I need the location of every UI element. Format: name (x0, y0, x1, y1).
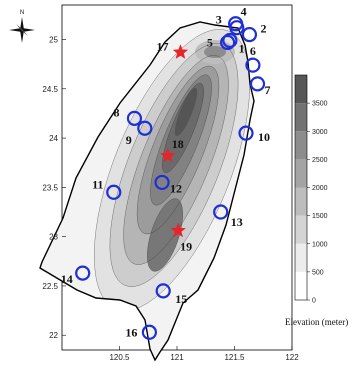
site-marker (228, 16, 244, 32)
x-tick-label: 120.5 (109, 353, 130, 362)
site-marker (154, 174, 170, 191)
colorbar-block (295, 75, 307, 104)
colorbar-tick-label: 3000 (312, 129, 328, 136)
site-label: 14 (61, 272, 73, 286)
colorbar-tick-label: 3500 (312, 101, 328, 108)
x-tick-label: 122 (285, 353, 299, 362)
elevation-colorbar: 0 500 1000 1500 2000 2500 3000 3500 Elevation (… (285, 74, 348, 327)
site-label: 4 (241, 5, 247, 19)
y-tick-label: 22.5 (42, 282, 58, 291)
star-marker (170, 222, 186, 238)
compass-rose-icon: N (9, 10, 35, 43)
star-marker (160, 147, 176, 163)
star-marker (172, 44, 189, 59)
colorbar-block (295, 243, 307, 272)
colorbar-block (295, 215, 307, 244)
colorbar-tick-label: 2500 (312, 157, 328, 164)
star-label: 19 (180, 240, 192, 254)
site-marker (213, 204, 229, 220)
coastline (39, 21, 255, 362)
site-marker (238, 125, 254, 141)
north-label: N (20, 10, 24, 16)
site-label: 16 (125, 325, 137, 339)
site-label: 8 (113, 105, 119, 119)
colorbar-tick-label: 1500 (312, 213, 328, 220)
site-label: 3 (216, 13, 222, 27)
y-tick-label: 24.5 (42, 85, 58, 94)
site-marker (155, 283, 171, 299)
site-marker (220, 34, 236, 51)
site-marker (75, 265, 91, 281)
colorbar-title: Elevation (meter) (285, 317, 348, 327)
star-label: 18 (172, 137, 184, 151)
colorbar-block (295, 131, 307, 160)
site-label: 9 (126, 133, 132, 147)
site-label: 10 (258, 130, 270, 144)
colorbar-tick-label: 0 (312, 298, 316, 305)
colorbar-tick-label: 1000 (312, 241, 328, 248)
colorbar-block (295, 103, 307, 132)
colorbar-tick-label: 2000 (312, 185, 328, 192)
site-label: 11 (92, 177, 103, 191)
site-marker (222, 32, 238, 49)
y-tick-label: 22 (49, 331, 58, 340)
colorbar-block (295, 159, 307, 188)
site-marker (137, 120, 153, 136)
y-tick-label: 23 (49, 233, 58, 242)
site-marker (126, 110, 143, 126)
site-marker (241, 26, 258, 43)
star-label: 17 (156, 39, 168, 53)
island-terrain (40, 22, 254, 360)
site-marker (245, 57, 261, 73)
y-tick-label: 25 (49, 36, 58, 45)
site-label: 15 (175, 292, 187, 306)
site-marker (106, 184, 122, 200)
colorbar-block (295, 271, 307, 300)
x-tick-label: 121.5 (224, 353, 245, 362)
site-marker (249, 76, 266, 92)
site-label: 2 (260, 22, 266, 36)
colorbar-block (295, 187, 307, 216)
site-label: 6 (250, 44, 256, 58)
site-label: 5 (207, 35, 213, 49)
site-marker (141, 324, 157, 340)
y-tick-label: 24 (49, 134, 58, 143)
x-tick-label: 121 (170, 353, 184, 362)
y-tick-label: 23.5 (42, 183, 58, 192)
site-label: 1 (239, 41, 245, 55)
colorbar-tick-label: 500 (312, 269, 324, 276)
site-label: 12 (170, 181, 182, 195)
site-label: 7 (265, 83, 271, 97)
site-label: 13 (231, 215, 243, 229)
